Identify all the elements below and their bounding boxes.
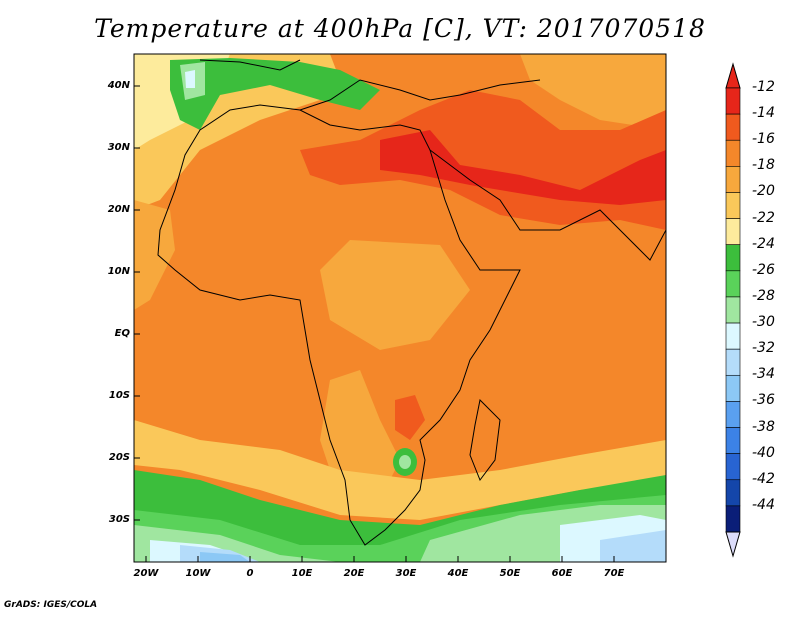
colorbar-swatch <box>725 374 741 402</box>
colorbar-swatch <box>725 166 741 193</box>
x-tick-label: 60E <box>551 568 573 579</box>
x-tick-label: 20E <box>343 568 365 579</box>
field-green-spot-core <box>399 455 411 469</box>
africa-coast <box>157 104 521 546</box>
y-tick-label: 40N <box>107 80 130 91</box>
field-green-north <box>170 58 380 130</box>
colorbar-label: -32 <box>752 340 775 357</box>
colorbar-swatch <box>725 505 741 533</box>
axis-ticks <box>134 85 615 562</box>
colorbar-swatch <box>725 479 741 507</box>
arabia-india-coast <box>429 149 667 261</box>
colorbar-label: -34 <box>752 366 775 383</box>
field-light-w <box>134 200 175 310</box>
colorbar-swatch <box>725 113 741 141</box>
colorbar-label: -42 <box>752 470 775 487</box>
colorbar-swatch <box>725 244 741 272</box>
y-tick-label: 30N <box>107 142 130 153</box>
colorbar-label: -12 <box>752 79 775 95</box>
colorbar-label: -24 <box>752 235 775 252</box>
colorbar-swatch <box>725 401 741 428</box>
field-green-3 <box>134 505 666 562</box>
colorbar-label: -14 <box>752 105 775 122</box>
x-tick-label: 50E <box>499 568 521 579</box>
field-hottest-band <box>380 130 666 205</box>
colorbar-swatch <box>725 322 741 350</box>
med-coast <box>299 79 541 111</box>
colorbar-label: -36 <box>752 392 775 409</box>
credit-label: GrADS: IGES/COLA <box>4 600 98 610</box>
chart-title: Temperature at 400hPa [C], VT: 201707051… <box>94 14 706 43</box>
x-tick-label: 0 <box>246 568 254 579</box>
madagascar-coast <box>469 398 501 482</box>
colorbar-swatch <box>725 296 741 324</box>
colorbar-label: -22 <box>752 209 775 226</box>
y-tick-label: 20S <box>108 452 130 463</box>
colorbar-swatch <box>725 453 741 481</box>
field-light-ne <box>520 54 666 130</box>
colorbar-swatch <box>725 218 741 246</box>
colorbar-swatch <box>725 192 741 219</box>
y-tick-label: 30S <box>108 514 130 525</box>
y-tick-label: 10N <box>107 266 130 277</box>
x-tick-label: 10E <box>291 568 313 579</box>
field-hot-spot <box>395 395 425 440</box>
colorbar-label: -44 <box>752 496 775 513</box>
colorbar-swatch <box>725 139 741 167</box>
colorbar-swatch <box>725 270 741 298</box>
europe-coast <box>199 59 301 71</box>
colorbar-label: -30 <box>752 314 775 331</box>
field-central-light <box>320 240 470 350</box>
temperature-field <box>134 54 666 562</box>
x-tick-label: 20W <box>133 568 159 579</box>
colorbar-label: -38 <box>752 418 775 435</box>
field-cyan-north <box>185 70 195 88</box>
y-tick-label: 10S <box>108 390 130 401</box>
colorbar-label: -40 <box>752 444 775 461</box>
x-tick-label: 30E <box>395 568 417 579</box>
colorbar-label: -20 <box>752 183 775 200</box>
x-tick-label: 70E <box>603 568 625 579</box>
coastlines <box>157 59 667 546</box>
y-tick-label: EQ <box>114 328 130 339</box>
colorbar-bottom-arrow <box>725 531 741 558</box>
field-blue <box>200 552 250 562</box>
colorbar-label: -26 <box>752 261 775 278</box>
colorbar-swatch <box>725 87 741 115</box>
colorbar-label: -28 <box>752 287 775 304</box>
y-tick-label: 20N <box>107 204 130 215</box>
colorbar-swatch <box>725 348 741 376</box>
colorbar-label: -18 <box>752 157 775 174</box>
colorbar-label: -16 <box>752 131 775 148</box>
x-tick-label: 10W <box>185 568 211 579</box>
colorbar-top-arrow <box>725 62 741 89</box>
x-tick-label: 40E <box>447 568 469 579</box>
field-yellow-south <box>134 420 666 520</box>
colorbar-swatch <box>725 427 741 454</box>
plot-frame <box>133 53 667 563</box>
